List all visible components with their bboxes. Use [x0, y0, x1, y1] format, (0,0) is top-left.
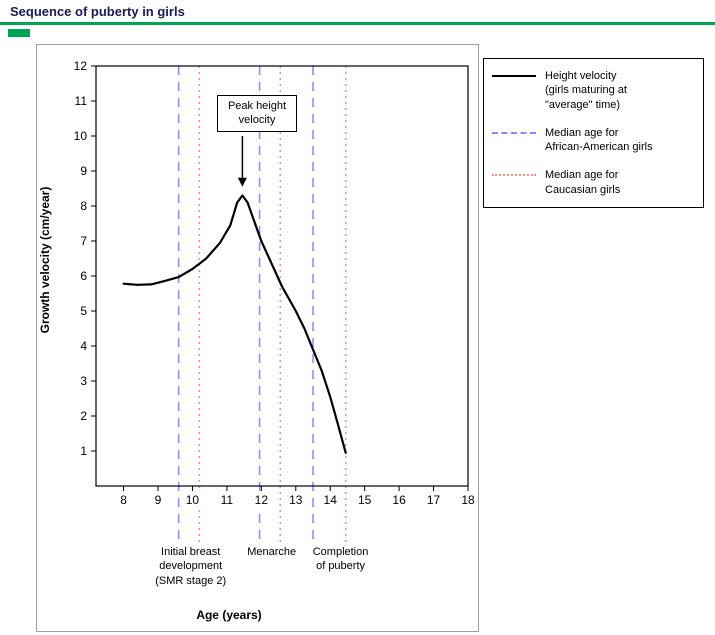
x-tick-label: 15 [358, 493, 372, 507]
x-tick-label: 17 [427, 493, 441, 507]
y-tick-label: 12 [74, 59, 88, 73]
y-axis-title: Growth velocity (cm/year) [38, 186, 52, 334]
x-axis-title: Age (years) [196, 608, 262, 622]
milestone-completion-of-puberty: Completion of puberty [312, 546, 369, 573]
header-accent-block [8, 29, 30, 37]
legend-label-caucasian-median: Median age for Caucasian girls [545, 169, 621, 196]
peak-annotation: Peak height velocity [217, 95, 297, 132]
x-tick-label: 16 [392, 493, 406, 507]
header-rule [0, 22, 715, 25]
y-tick-label: 2 [80, 409, 87, 423]
x-tick-label-mask [149, 492, 167, 507]
milestone-menarche: Menarche [247, 546, 297, 558]
y-tick-label: 7 [80, 234, 87, 248]
y-tick-label: 11 [75, 94, 88, 108]
y-tick-label: 6 [80, 269, 87, 283]
figure-title: Sequence of puberty in girls [10, 4, 185, 19]
solid-line-sample [492, 75, 536, 77]
dotted-line-sample [492, 174, 536, 177]
x-tick-label-mask [114, 492, 133, 507]
x-tick-label-mask [217, 492, 236, 507]
milestone-initial-breast-development: Initial breast development (SMR stage 2) [155, 546, 227, 587]
chart-panel: 1 2 3 4 5 6 7 8 9 10 11 12 8 9 10 11 12 13 14 15 16 17 18 Grow… [36, 44, 479, 632]
x-tick-label: 10 [186, 493, 200, 507]
x-tick-label-mask [183, 492, 202, 507]
height-velocity-curve [122, 194, 347, 454]
x-tick-label: 12 [255, 493, 269, 507]
x-tick-label-mask [321, 492, 340, 507]
y-tick-label: 5 [80, 304, 87, 318]
y-tick-label: 4 [80, 339, 87, 353]
y-tick-label: 9 [80, 164, 87, 178]
x-tick-label: 18 [461, 493, 475, 507]
x-tick-label: 9 [155, 493, 162, 507]
x-tick-label-mask [424, 492, 443, 507]
x-tick-label-mask [252, 492, 271, 507]
x-tick-label-mask [459, 492, 477, 507]
y-tick-label: 8 [80, 199, 87, 213]
legend-item-height-velocity: Height velocity (girls maturing at "aver… [492, 69, 695, 112]
legend-label-height-velocity: Height velocity (girls maturing at "aver… [545, 70, 627, 111]
peak-arrowhead [237, 177, 247, 187]
legend-item-caucasian-median: Median age for Caucasian girls [492, 168, 695, 197]
x-tick-label: 11 [221, 493, 234, 507]
legend: Height velocity (girls maturing at "aver… [483, 58, 704, 209]
legend-item-african-american-median: Median age for African-American girls [492, 126, 695, 155]
x-tick-label-mask [286, 492, 305, 507]
y-tick-label: 1 [80, 444, 87, 458]
dashed-line-sample [492, 131, 536, 134]
x-tick-label: 8 [120, 493, 127, 507]
y-tick-label: 3 [80, 374, 87, 388]
x-tick-label: 13 [289, 493, 303, 507]
x-tick-label: 14 [324, 493, 338, 507]
y-tick-label: 10 [74, 129, 88, 143]
x-tick-label-mask [390, 492, 409, 507]
legend-label-african-american-median: Median age for African-American girls [545, 126, 653, 154]
x-tick-label-mask [355, 492, 374, 507]
